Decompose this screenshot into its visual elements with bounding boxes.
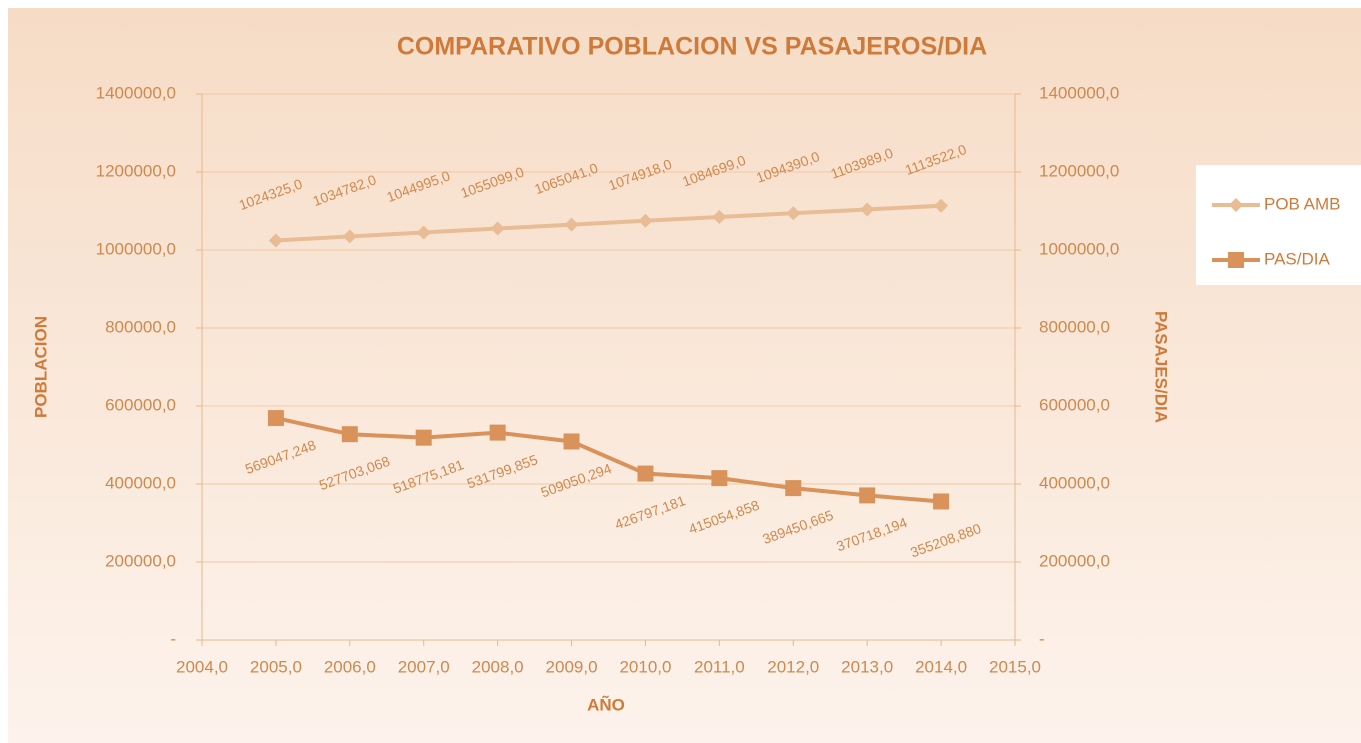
x-tick-label: 2007,0 — [398, 657, 450, 676]
data-point — [489, 424, 506, 441]
data-point — [268, 233, 283, 248]
y2-tick-label: 400000,0 — [1039, 473, 1110, 492]
y-tick-label: 200000,0 — [105, 551, 176, 570]
data-point — [860, 202, 875, 217]
series-line — [275, 416, 942, 504]
data-point — [712, 209, 727, 224]
y2-tick-label: 1400000,0 — [1039, 83, 1119, 102]
y-axis-label: POBLACION — [31, 316, 50, 418]
x-tick-label: 2009,0 — [546, 657, 598, 676]
x-tick-label: 2011,0 — [694, 657, 745, 676]
legend-marker — [1228, 252, 1244, 268]
x-tick-label: 2008,0 — [472, 657, 524, 676]
y-tick-label: 600000,0 — [105, 395, 176, 414]
data-point — [490, 221, 505, 236]
data-point — [786, 206, 801, 221]
y-tick-label: 1200000,0 — [96, 161, 176, 180]
data-point — [859, 487, 876, 504]
data-point — [933, 493, 950, 510]
x-tick-label: 2013,0 — [841, 657, 893, 676]
legend-label: PAS/DIA — [1264, 249, 1330, 268]
x-tick-label: 2015,0 — [989, 657, 1041, 676]
y-tick-label: 1000000,0 — [96, 239, 176, 258]
data-point — [342, 229, 357, 244]
y2-axis-label: PASAJES/DIA — [1152, 311, 1171, 423]
data-point — [416, 225, 431, 240]
y-tick-label: 800000,0 — [105, 317, 176, 336]
y2-tick-label: 1000000,0 — [1039, 239, 1119, 258]
legend-box — [1196, 165, 1361, 285]
legend-marker — [1229, 198, 1243, 212]
data-point — [638, 213, 653, 228]
chart-background — [8, 8, 1361, 743]
data-point — [637, 465, 654, 482]
y2-tick-label: - — [1039, 629, 1045, 648]
legend-label: POB AMB — [1264, 194, 1341, 213]
chart-title: COMPARATIVO POBLACION VS PASAJEROS/DIA — [397, 33, 987, 61]
y2-tick-label: 1200000,0 — [1039, 161, 1119, 180]
x-tick-label: 2012,0 — [767, 657, 819, 676]
data-point — [267, 410, 284, 427]
y2-tick-label: 600000,0 — [1039, 395, 1110, 414]
x-tick-label: 2004,0 — [176, 657, 228, 676]
data-point — [785, 480, 802, 497]
data-point — [564, 217, 579, 232]
y-tick-label: - — [170, 629, 176, 648]
data-point — [711, 470, 728, 487]
y2-tick-label: 800000,0 — [1039, 317, 1110, 336]
data-point — [415, 429, 432, 446]
x-tick-label: 2010,0 — [619, 657, 671, 676]
x-tick-label: 2006,0 — [324, 657, 376, 676]
data-point — [563, 433, 580, 450]
x-tick-label: 2005,0 — [250, 657, 302, 676]
y-tick-label: 400000,0 — [105, 473, 176, 492]
x-tick-label: 2014,0 — [915, 657, 967, 676]
y-tick-label: 1400000,0 — [96, 83, 176, 102]
series-line — [275, 203, 942, 243]
data-point — [934, 198, 949, 213]
data-point — [341, 426, 358, 443]
y2-tick-label: 200000,0 — [1039, 551, 1110, 570]
x-axis-label: AÑO — [587, 694, 625, 714]
